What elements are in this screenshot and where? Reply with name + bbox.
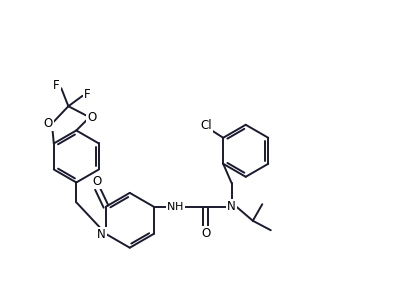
Text: O: O: [44, 117, 53, 130]
Text: O: O: [87, 111, 97, 124]
Text: F: F: [84, 88, 91, 101]
Text: F: F: [53, 79, 60, 92]
Text: N: N: [227, 200, 236, 213]
Text: H: H: [175, 202, 184, 212]
Text: N: N: [167, 202, 175, 212]
Text: N: N: [97, 228, 106, 240]
Text: O: O: [93, 176, 102, 188]
Text: Cl: Cl: [200, 119, 212, 132]
Text: O: O: [201, 227, 210, 240]
